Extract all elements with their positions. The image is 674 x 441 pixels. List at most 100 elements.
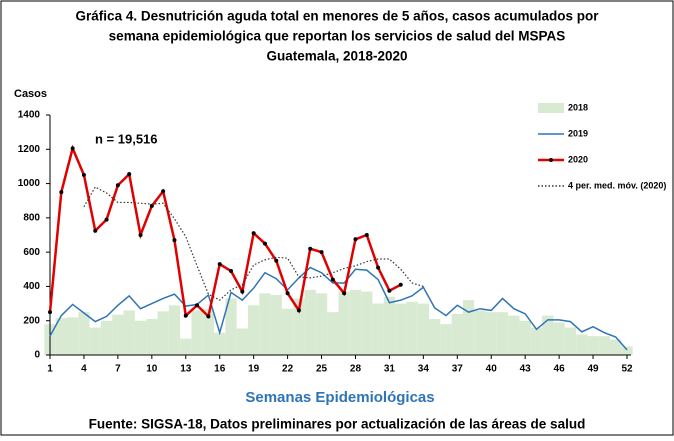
x-tick-label: 31 (384, 364, 396, 375)
x-tick-label: 25 (316, 364, 328, 375)
x-tick-label: 19 (248, 364, 260, 375)
x-tick-label: 49 (587, 364, 599, 375)
point (342, 291, 347, 296)
point (308, 246, 313, 251)
area-bar (621, 346, 633, 355)
legend-label: 2020 (568, 154, 588, 164)
x-tick-label: 22 (282, 364, 294, 375)
legend-label: 2018 (568, 102, 588, 112)
area-bar (372, 303, 384, 355)
point (319, 250, 324, 255)
y-tick-label: 1200 (18, 144, 41, 155)
area-bar (168, 305, 181, 355)
x-tick-label: 40 (486, 364, 498, 375)
y-tick-label: 800 (23, 212, 40, 223)
x-tick-label: 13 (180, 364, 192, 375)
y-tick-label: 1400 (18, 110, 41, 121)
point (376, 265, 381, 270)
point (206, 314, 211, 319)
area-bar (530, 327, 543, 355)
area-bar (496, 312, 509, 355)
area-bar (100, 320, 113, 355)
legend-label: 4 per. med. móv. (2020) (568, 180, 666, 190)
area-bar (451, 313, 463, 355)
x-tick-label: 52 (621, 364, 633, 375)
chart-title: Gráfica 4. Desnutrición aguda total en m… (76, 9, 600, 24)
area-bar (462, 300, 475, 355)
x-tick-label: 28 (350, 364, 362, 375)
area-bar (315, 293, 328, 355)
area-bar (259, 293, 271, 355)
point (138, 233, 143, 237)
area-bar (395, 303, 407, 355)
area-bar (338, 291, 350, 355)
area-bar (485, 312, 497, 355)
chart-title: semana epidemiológica que reportan los s… (109, 29, 566, 44)
area-bar (293, 298, 305, 355)
area-bar (247, 305, 260, 355)
x-tick-label: 4 (81, 364, 87, 375)
point (70, 146, 75, 151)
area-bar (157, 311, 169, 355)
point (296, 308, 301, 313)
area-bar (112, 314, 124, 355)
area-bar (281, 308, 294, 355)
point (183, 313, 188, 318)
point (274, 258, 279, 263)
area-bar (202, 308, 215, 355)
area-bar (440, 324, 452, 355)
point (217, 262, 222, 267)
point (59, 190, 64, 195)
point (195, 303, 200, 308)
area-bar (474, 310, 486, 355)
area-bar (327, 312, 339, 355)
x-tick-label: 7 (115, 364, 121, 375)
area-bar (146, 319, 158, 355)
point (149, 203, 154, 208)
legend-marker (549, 158, 553, 162)
point (285, 291, 290, 296)
area-bar (508, 315, 520, 355)
point (330, 277, 335, 282)
area-bar (66, 317, 79, 355)
area-bar (610, 339, 622, 355)
area-bar (349, 289, 362, 355)
y-tick-label: 0 (34, 350, 40, 361)
annotation: n = 19,516 (95, 131, 158, 146)
legend-swatch (538, 103, 564, 113)
area-bar (270, 295, 282, 355)
point (353, 237, 358, 242)
point (93, 228, 98, 233)
line (83, 186, 424, 301)
area-bar (191, 310, 203, 355)
x-tick-label: 37 (452, 364, 464, 375)
y-tick-label: 1000 (18, 178, 41, 189)
legend-label: 2019 (568, 128, 588, 138)
point (115, 183, 120, 188)
point (398, 282, 403, 287)
point (251, 231, 256, 236)
y-tick-label: 200 (23, 315, 40, 326)
point (229, 269, 234, 273)
point (262, 241, 267, 246)
x-tick-label: 16 (214, 364, 226, 375)
area-bar (123, 310, 135, 355)
area-bar (406, 301, 418, 355)
source-note: Fuente: SIGSA-18, Datos preliminares por… (89, 417, 586, 432)
x-tick-label: 46 (554, 364, 566, 375)
area-bar (225, 298, 237, 355)
point (387, 288, 392, 293)
area-bar (576, 334, 588, 355)
point (104, 217, 109, 222)
point (161, 189, 166, 194)
area-bar (383, 296, 396, 355)
y-axis-label: Casos (14, 88, 47, 100)
area-bar (417, 303, 430, 355)
area-bar (564, 327, 577, 355)
x-tick-label: 1 (47, 364, 53, 375)
area-bar (542, 315, 554, 355)
y-tick-label: 400 (23, 281, 40, 292)
